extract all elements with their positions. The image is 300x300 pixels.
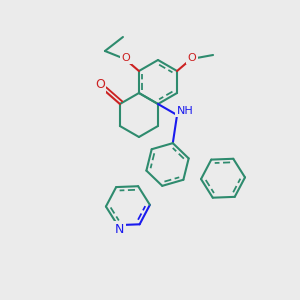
Text: O: O <box>122 53 130 63</box>
Text: N: N <box>115 223 124 236</box>
Text: O: O <box>188 53 197 63</box>
Text: NH: NH <box>177 106 194 116</box>
Text: O: O <box>95 79 105 92</box>
